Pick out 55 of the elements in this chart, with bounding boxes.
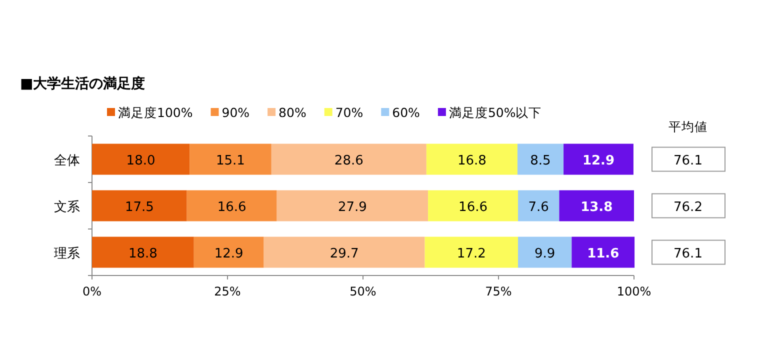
data-label: 28.6 bbox=[334, 153, 364, 168]
x-tick-label: 50% bbox=[350, 284, 376, 298]
data-label: 27.9 bbox=[338, 200, 367, 215]
y-tick-label: 理系 bbox=[54, 246, 80, 262]
bar bbox=[271, 144, 426, 175]
legend-label: 満足度50%以下 bbox=[448, 105, 542, 120]
text: 76.2 bbox=[674, 200, 702, 215]
data-label: 18.0 bbox=[126, 153, 156, 168]
data-label: 7.6 bbox=[528, 200, 549, 215]
data-label: 15.1 bbox=[216, 153, 245, 168]
legend-label: 60% bbox=[392, 105, 420, 120]
text: 平均値 bbox=[668, 119, 708, 134]
chart-title: ■大学生活の満足度 bbox=[20, 75, 146, 92]
legend-label: 90% bbox=[222, 105, 250, 120]
x-tick-label: 75% bbox=[485, 284, 512, 298]
data-label: 17.5 bbox=[124, 200, 154, 215]
bar bbox=[92, 144, 190, 175]
data-label: 17.2 bbox=[456, 246, 486, 262]
bar bbox=[572, 236, 635, 268]
bar bbox=[518, 190, 560, 222]
data-label: 11.6 bbox=[587, 246, 620, 262]
data-label: 13.8 bbox=[580, 200, 613, 215]
bar bbox=[426, 144, 518, 175]
bar bbox=[190, 144, 272, 175]
data-label: 16.8 bbox=[457, 153, 486, 168]
bar bbox=[194, 236, 264, 268]
y-tick-label: 全体 bbox=[54, 153, 80, 168]
bar bbox=[559, 190, 634, 222]
bar bbox=[264, 236, 425, 268]
data-label: 16.6 bbox=[217, 200, 246, 215]
legend-label: 70% bbox=[335, 105, 364, 120]
data-label: 9.9 bbox=[534, 246, 556, 262]
bar bbox=[518, 236, 572, 268]
data-label: 8.5 bbox=[530, 153, 551, 168]
data-label: 29.7 bbox=[330, 246, 359, 262]
data-label: 18.8 bbox=[128, 246, 158, 262]
data-label: 12.9 bbox=[582, 153, 615, 168]
x-tick-label: 25% bbox=[214, 284, 241, 298]
bar bbox=[276, 190, 428, 222]
x-tick-label: 100% bbox=[616, 284, 652, 298]
bar bbox=[517, 144, 564, 175]
legend-label: 満足度100% bbox=[118, 105, 193, 120]
data-label: 12.9 bbox=[214, 246, 244, 262]
bar bbox=[186, 190, 277, 222]
bar bbox=[424, 236, 518, 268]
x-tick-label: 0% bbox=[82, 284, 102, 298]
data-label: 16.6 bbox=[458, 200, 488, 215]
bar bbox=[564, 144, 634, 175]
text: 76.1 bbox=[674, 153, 702, 168]
bar bbox=[92, 236, 194, 268]
bar bbox=[428, 190, 518, 222]
text: 76.1 bbox=[674, 246, 702, 262]
y-tick-label: 文系 bbox=[54, 200, 80, 215]
legend-label: 80% bbox=[278, 105, 306, 120]
bar bbox=[92, 190, 187, 222]
